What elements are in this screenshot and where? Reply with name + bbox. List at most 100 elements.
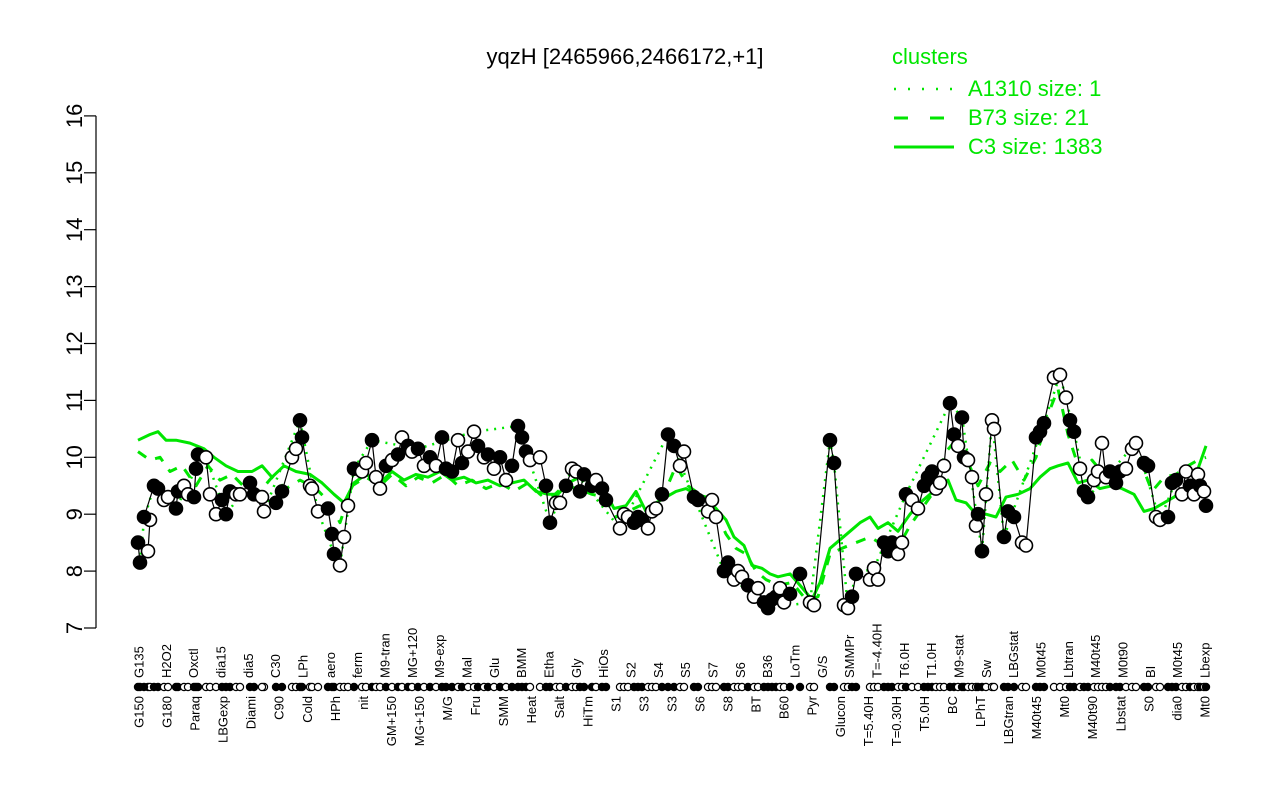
x-axis-labels: G135 H2O2 Oxctl dia15 dia5 C30 LPh aero ferm M9-t… (131, 623, 1212, 746)
x-tick-label: HiOs (596, 649, 611, 678)
data-point (978, 486, 994, 502)
data-point (870, 572, 886, 587)
x-tick-label: T=-4.40H (869, 623, 884, 678)
x-tick-label: M40t45 (1029, 696, 1044, 739)
solid-line-icon (894, 145, 954, 148)
x-tick-label: Oxctl (186, 648, 201, 678)
data-point (504, 458, 520, 474)
x-tick-label: MG+120 (405, 628, 420, 678)
x-tick-label: C30 (268, 654, 283, 678)
x-tick-label: M0t45 (1033, 642, 1048, 678)
x-tick-label: Mal (459, 657, 474, 678)
data-point (1058, 390, 1074, 405)
x-tick-label: BT (749, 696, 764, 713)
data-point (822, 432, 838, 448)
x-tick-label: S6 (692, 696, 707, 712)
x-tick-label: S3 (636, 696, 651, 712)
data-point (690, 492, 706, 508)
data-point (1198, 498, 1214, 514)
data-point (1052, 367, 1068, 383)
data-point (372, 481, 388, 496)
data-point (1118, 461, 1134, 477)
data-point (256, 504, 272, 519)
x-tick-label: LBGstat (1006, 631, 1021, 678)
legend-entry-c3: C3 size: 1383 (892, 132, 1103, 161)
x-tick-label: Gly (569, 658, 584, 678)
y-tick-label: 9 (62, 508, 87, 520)
data-point (450, 432, 466, 448)
x-tick-label: S8 (721, 696, 736, 712)
data-point (466, 424, 482, 440)
data-point (1140, 458, 1156, 474)
data-point (274, 484, 290, 499)
x-tick-label: Mt0 (1197, 696, 1212, 718)
x-tick-label: S7 (705, 662, 720, 678)
data-point (936, 458, 952, 474)
x-tick-label: S6 (733, 662, 748, 678)
data-point (598, 492, 614, 508)
x-tick-label: S0 (1141, 696, 1156, 712)
x-tick-label: Lbstat (1113, 696, 1128, 732)
y-tick-label: 15 (62, 161, 87, 185)
x-tick-label: Fru (468, 696, 483, 716)
data-point (268, 495, 284, 511)
x-tick-label: LoTm (787, 645, 802, 678)
data-point (782, 586, 798, 602)
data-point (332, 558, 348, 573)
data-point (320, 501, 336, 516)
x-tick-label: C90 (272, 696, 287, 720)
data-point (996, 529, 1012, 545)
data-point (470, 438, 486, 454)
data-point (660, 427, 676, 442)
data-point (254, 489, 270, 505)
y-axis: 7 8 9 10 11 12 13 14 15 16 (62, 104, 97, 634)
data-point (202, 486, 218, 502)
data-point (640, 521, 656, 536)
y-tick-label: 7 (62, 622, 87, 634)
x-tick-label: M0t90 (1115, 642, 1130, 678)
legend-title: clusters (892, 44, 968, 69)
data-point (150, 481, 166, 496)
y-tick-label: 12 (62, 331, 87, 355)
x-tick-label: M40t45 (1088, 635, 1103, 678)
x-tick-label: M40t90 (1085, 696, 1100, 739)
data-point (932, 475, 948, 491)
data-point (140, 543, 156, 559)
x-tick-label: G180 (159, 696, 174, 728)
x-tick-label: T=5.40H (861, 696, 876, 746)
data-point (894, 535, 910, 550)
data-point (576, 467, 592, 482)
x-tick-label: SMMPr (842, 634, 857, 678)
data-point (942, 395, 958, 411)
x-tick-label: LBGexp (216, 696, 231, 743)
x-tick-label: S1 (608, 696, 623, 712)
data-point (964, 469, 980, 485)
x-tick-label: HiTm (580, 696, 595, 727)
x-tick-label: Cold (300, 696, 315, 723)
data-point (558, 478, 574, 494)
x-tick-label: M/G (440, 696, 455, 721)
data-point (232, 486, 248, 502)
x-tick-label: Sw (979, 659, 994, 678)
dotted-line-icon (894, 87, 954, 90)
data-point (612, 521, 628, 536)
data-point (1080, 489, 1096, 505)
data-point (1018, 538, 1034, 553)
x-tick-label: M0t45 (1170, 642, 1185, 678)
data-point (454, 455, 470, 471)
legend-entry-b73: B73 size: 21 (892, 103, 1103, 132)
x-tick-label: T6.0H (897, 643, 912, 678)
data-point (486, 461, 502, 477)
data-point (358, 455, 374, 471)
data-point (326, 546, 342, 562)
x-tick-label: M9-exp (432, 635, 447, 678)
data-point (708, 509, 724, 525)
x-tick-label: Etha (541, 650, 556, 678)
data-point (364, 432, 380, 448)
legend: clusters A1310 size: 1 B73 size: 21 C3 s… (892, 44, 1103, 161)
y-tick-label: 11 (62, 389, 87, 412)
data-point (950, 438, 966, 454)
x-tick-label: S2 (623, 662, 638, 678)
data-point (672, 458, 688, 474)
